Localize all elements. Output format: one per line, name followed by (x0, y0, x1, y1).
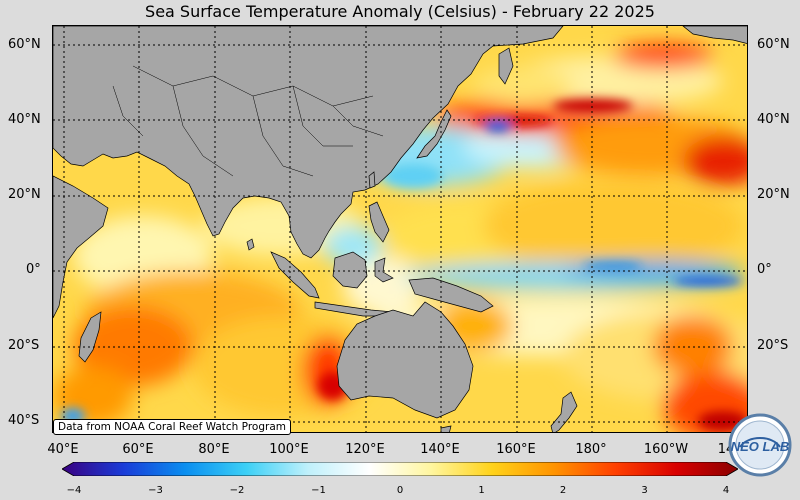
map-title: Sea Surface Temperature Anomaly (Celsius… (145, 2, 655, 21)
lon-label-60e: 60°E (122, 442, 154, 457)
colorbar-tick-label: −3 (148, 485, 163, 496)
map-canvas (53, 26, 747, 432)
lon-label-160w: 160°W (643, 442, 689, 457)
lon-label-140e: 140°E (420, 442, 460, 457)
colorbar-bar (62, 462, 738, 476)
landmass-alaska (682, 26, 747, 44)
lat-label-40n: 40°N (8, 112, 41, 127)
landmass-new-guinea (408, 277, 494, 313)
landmass-tasmania (440, 425, 452, 432)
landmass-new-zealand (550, 391, 578, 432)
lat-label-0-right: 0° (757, 262, 772, 277)
colorbar-tick-label: −4 (66, 485, 82, 496)
lat-label-20s-right: 20°S (757, 338, 789, 353)
landmass-japan (416, 109, 452, 159)
lon-label-80e: 80°E (198, 442, 230, 457)
landmass-madagascar (78, 311, 102, 363)
lat-label-20n-right: 20°N (757, 187, 790, 202)
landmass-sulawesi (374, 257, 394, 283)
landmass-sri-lanka (246, 238, 255, 251)
land-borders (112, 65, 384, 177)
lat-label-40s: 40°S (8, 413, 40, 428)
colorbar-tick-label: −1 (311, 485, 326, 496)
lat-label-0: 0° (26, 262, 41, 277)
colorbar-tick-label: 0 (396, 485, 404, 496)
lon-label-120e: 120°E (345, 442, 385, 457)
landmass-borneo (332, 251, 368, 289)
colorbar-tick-label: 3 (641, 485, 648, 496)
landmass-taiwan (368, 171, 376, 189)
landmass-philippines (368, 201, 390, 243)
lat-label-20s: 20°S (8, 338, 40, 353)
colorbar-tick-label: 1 (478, 485, 485, 496)
lon-label-160e: 160°E (496, 442, 536, 457)
landmass-australia (336, 301, 474, 419)
lon-label-40e: 40°E (47, 442, 79, 457)
lat-label-40n-right: 40°N (757, 112, 790, 127)
landmass-kamchatka (498, 47, 514, 85)
data-credit: Data from NOAA Coral Reef Watch Program (53, 419, 291, 435)
colorbar-tick-label: 4 (722, 485, 730, 496)
lon-label-180: 180° (575, 442, 607, 457)
sst-anomaly-map (52, 25, 748, 433)
lat-label-60n: 60°N (8, 37, 41, 52)
colorbar-tick-label: −2 (229, 485, 245, 496)
lat-label-60n-right: 60°N (757, 37, 790, 52)
neo-lab-logo: NEO LAB (728, 413, 792, 477)
colorbar-tick-label: 2 (559, 485, 567, 496)
lat-label-20n: 20°N (8, 187, 41, 202)
colorbar (62, 462, 738, 476)
lon-label-100e: 100°E (269, 442, 309, 457)
logo-text: NEO LAB (731, 439, 790, 454)
